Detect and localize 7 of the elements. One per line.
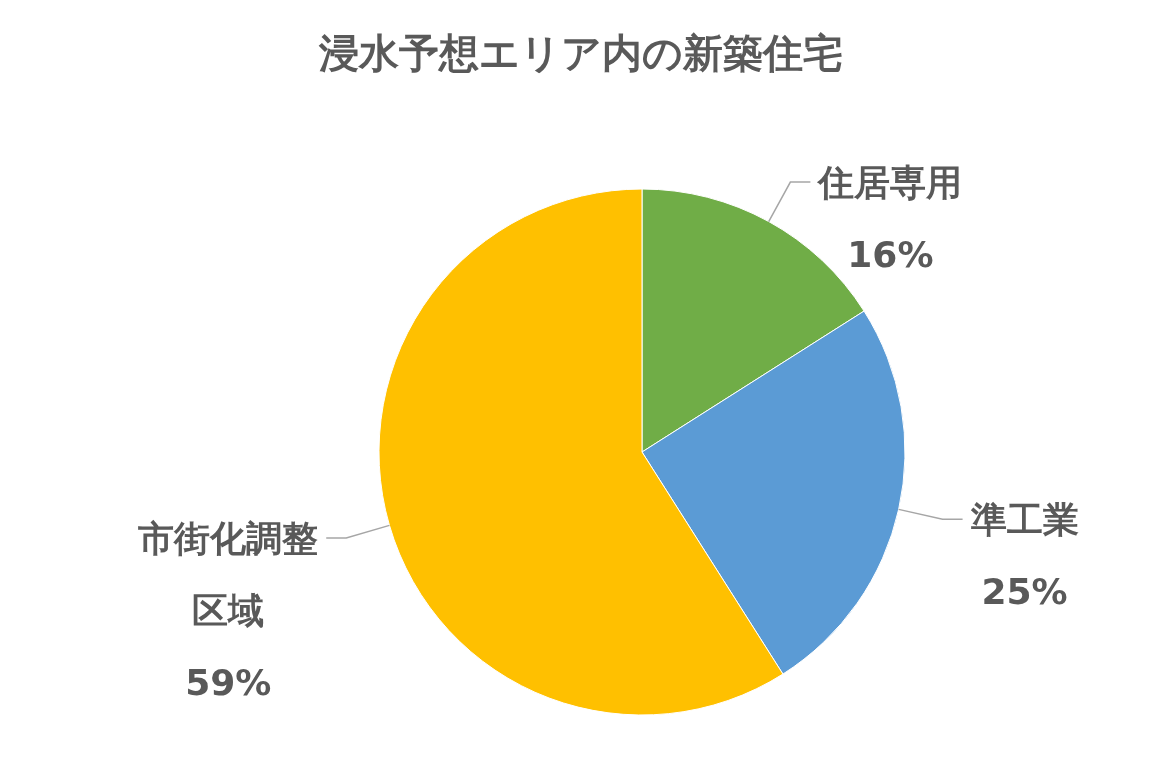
slice-label: 準工業 [969, 498, 1079, 540]
chart-title: 浸水予想エリア内の新築住宅 [318, 29, 844, 78]
slice-label: 住居専用 [816, 161, 963, 203]
data-label: 59% [185, 661, 272, 703]
slice-label: 市街化調整区域 [138, 517, 319, 631]
data-label: 16% [847, 233, 934, 275]
data-label: 25% [981, 570, 1068, 612]
